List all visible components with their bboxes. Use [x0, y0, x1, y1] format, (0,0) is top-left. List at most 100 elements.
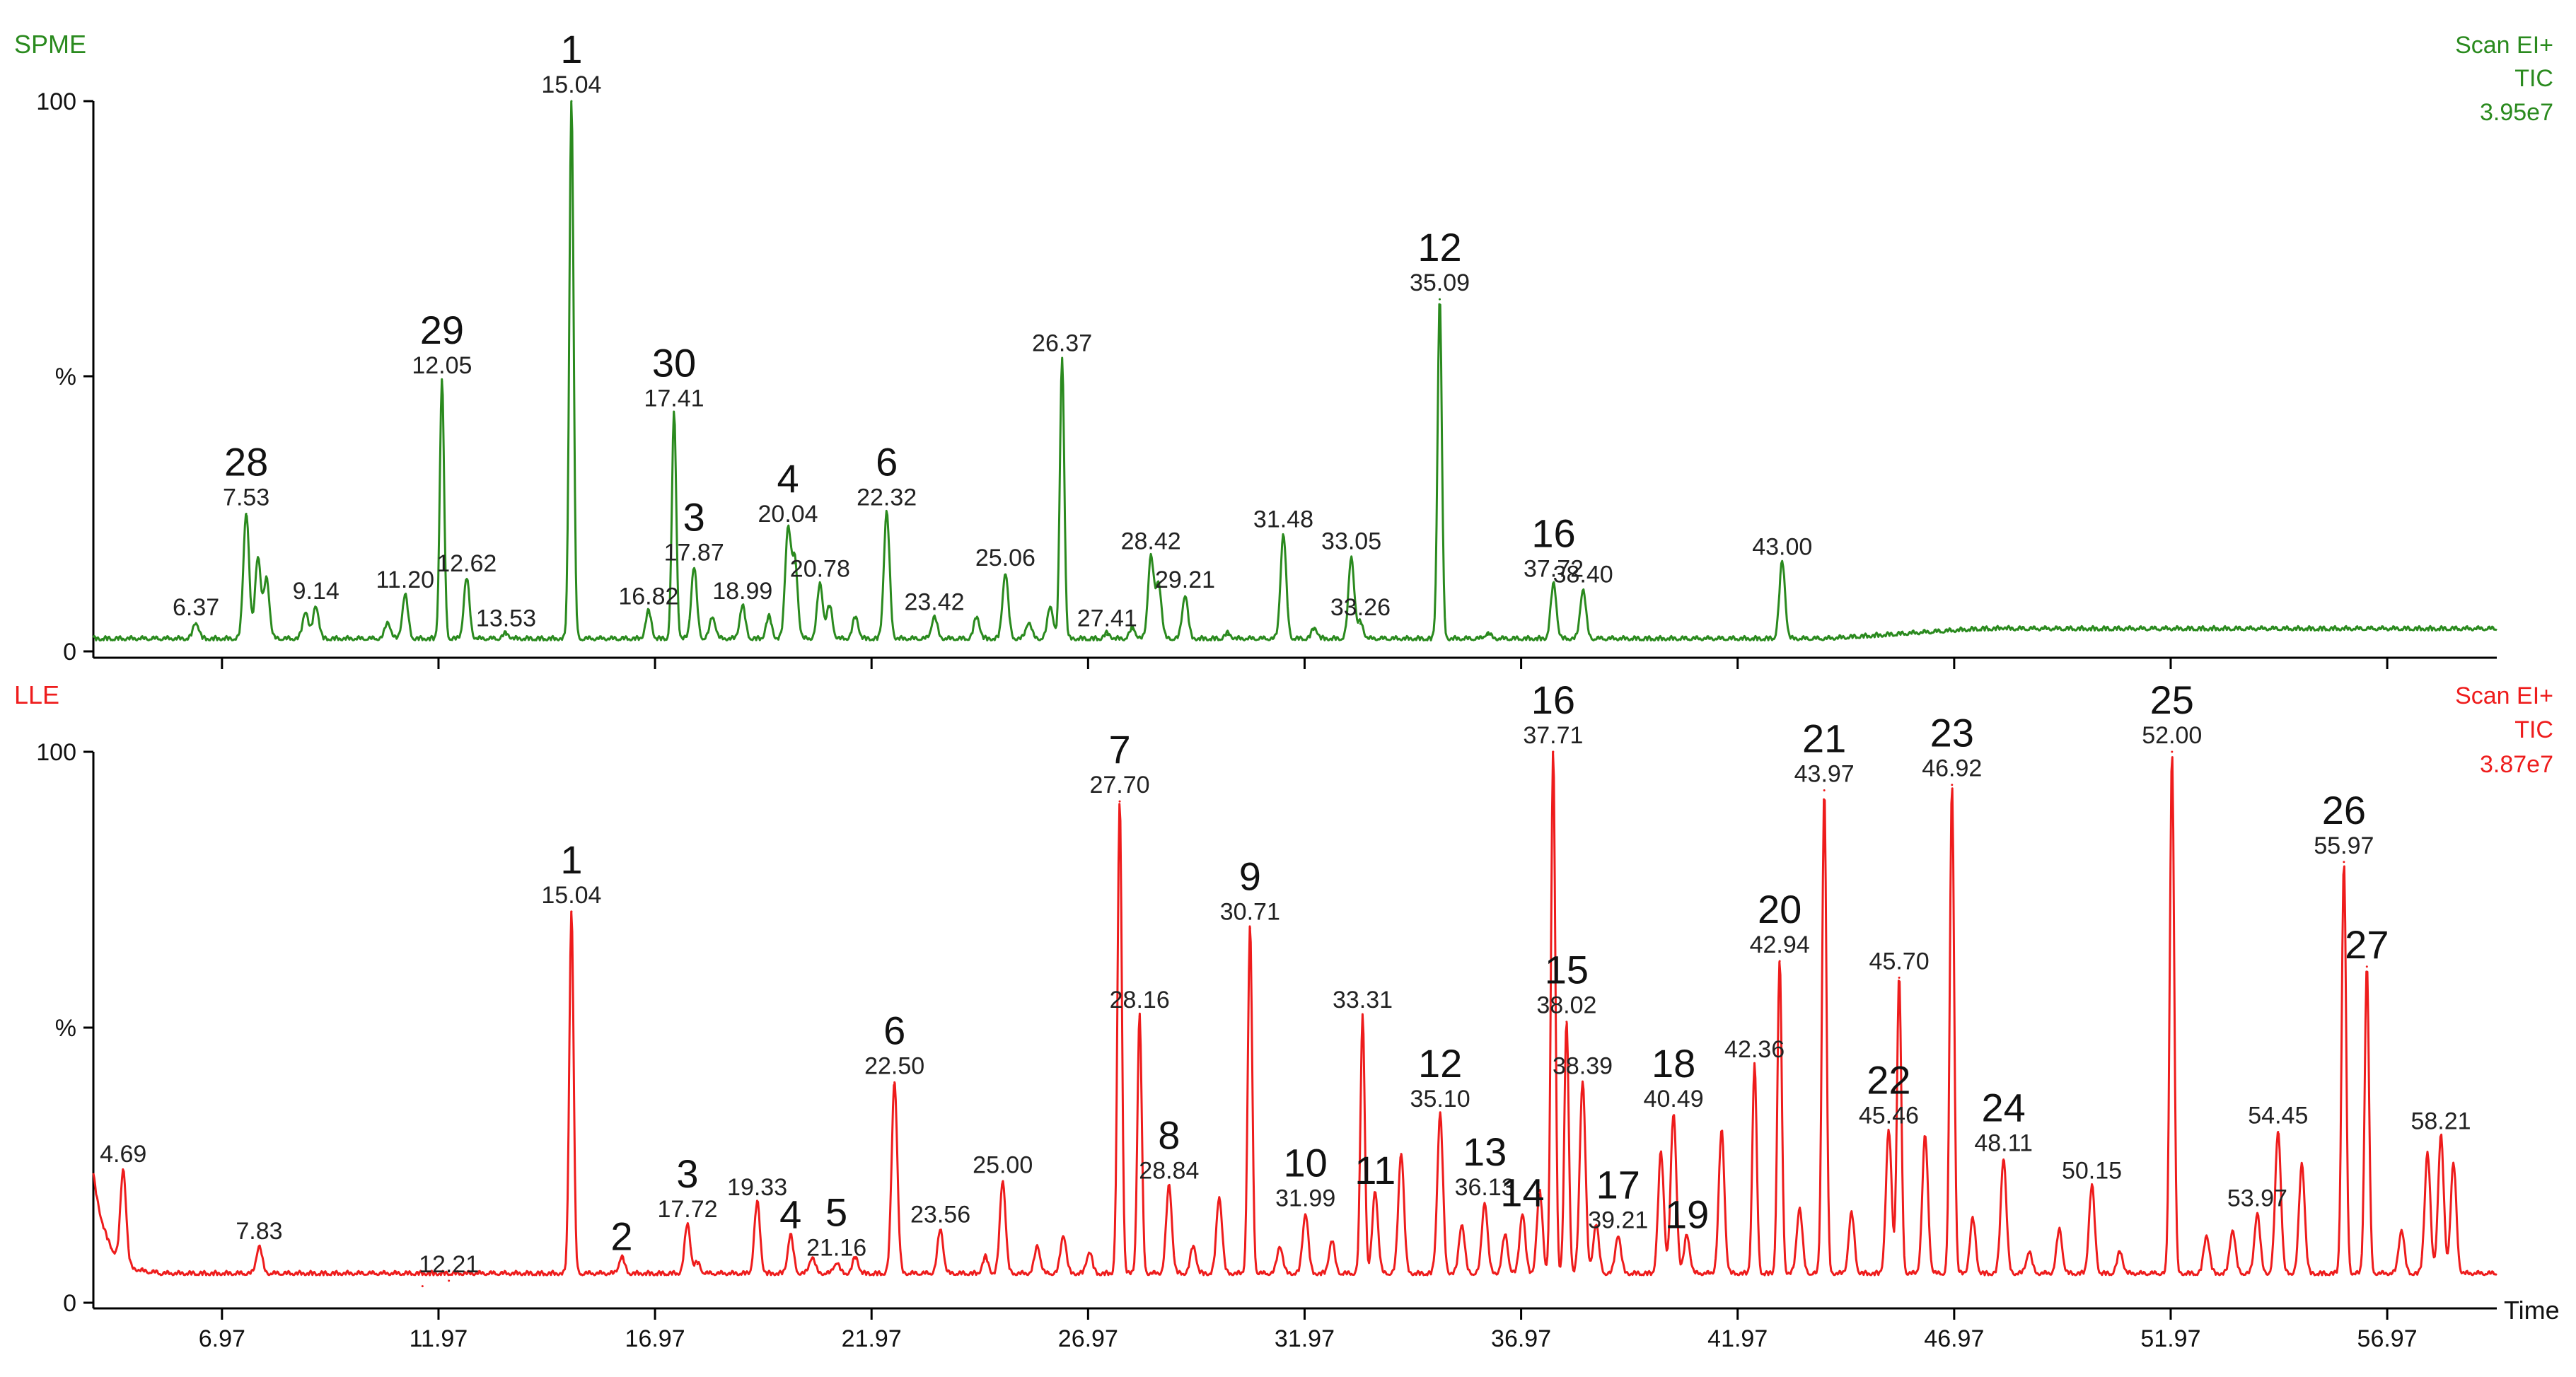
peak-lle-57: [2002, 1158, 2005, 1161]
peak-lle-42: [1617, 1236, 1620, 1238]
rt-label-spme-10: 13.53: [476, 605, 536, 632]
peak-lle-64: [2232, 1230, 2234, 1233]
compound-number-spme-23: 6: [876, 440, 898, 484]
spme-panel: SPME Scan EI+ TIC 3.95e7 100 % 0 6.37 7.5…: [14, 27, 2553, 669]
peak-spme-10: [504, 634, 507, 637]
rt-label-spme-30: 27.41: [1077, 605, 1137, 632]
peak-spme-17: [767, 617, 770, 620]
rt-label-spme-42: 37.72: [1524, 556, 1584, 583]
y-label-0-spme: 0: [63, 639, 76, 666]
rt-label-lle-52: 45.46: [1859, 1103, 1919, 1129]
compound-number-lle-20: 7: [1108, 727, 1130, 772]
peak-spme-27: [1027, 622, 1030, 625]
peak-spme-28: [1049, 606, 1052, 609]
peak-lle-66: [2277, 1131, 2280, 1134]
peak-lle-63: [2205, 1236, 2208, 1238]
x-tick-label-0: 6.97: [199, 1325, 245, 1352]
compound-number-lle-32: 12: [1418, 1041, 1462, 1086]
peak-lle-65: [2256, 1213, 2258, 1216]
peak-lle-22: [1168, 1185, 1171, 1188]
peak-spme-45: [2002, 628, 2004, 631]
rt-label-spme-26: 25.06: [975, 545, 1035, 571]
peak-lle-31: [1400, 1153, 1403, 1156]
x-tick-label-8: 46.97: [1924, 1325, 1984, 1352]
compound-number-lle-44: 18: [1652, 1041, 1695, 1086]
rt-label-spme-40: 35.09: [1410, 269, 1470, 296]
rt-label-spme-38: 33.05: [1321, 528, 1381, 555]
compound-number-spme-8: 29: [420, 308, 464, 352]
max-intensity-spme: 3.95e7: [2480, 99, 2553, 126]
compound-number-lle-39: 15: [1545, 948, 1589, 992]
peak-lle-12: [854, 1257, 857, 1260]
rt-label-lle-32: 35.10: [1410, 1086, 1470, 1112]
peak-lle-30: [1374, 1191, 1376, 1194]
rt-label-lle-3: 12.21: [419, 1251, 479, 1278]
compound-number-lle-22: 8: [1158, 1112, 1180, 1157]
lle-panel: LLE Scan EI+ TIC 3.87e7 100 % 0 6.97 11.9…: [14, 678, 2560, 1352]
compound-number-lle-25: 9: [1239, 854, 1261, 898]
scan-mode-lle: Scan EI+: [2455, 682, 2553, 709]
peak-spme-6: [386, 622, 389, 625]
rt-label-spme-11: 15.04: [541, 71, 601, 98]
y-label-0-lle: 0: [63, 1290, 76, 1317]
peak-spme-29: [1061, 359, 1064, 361]
compound-number-lle-68: 26: [2322, 788, 2366, 832]
peak-lle-21: [1138, 1015, 1141, 1018]
x-tick-label-1: 11.97: [410, 1325, 468, 1352]
rt-label-spme-23: 22.32: [857, 484, 917, 511]
peak-spme-7: [404, 595, 407, 598]
rt-label-lle-62: 52.00: [2142, 722, 2202, 749]
peak-lle-11: [835, 1262, 838, 1265]
peak-spme-22: [854, 617, 857, 620]
rt-label-spme-34: 29.21: [1155, 567, 1215, 593]
signal-type-spme: TIC: [2514, 65, 2553, 92]
rt-label-spme-16: 18.99: [712, 578, 772, 605]
rt-label-spme-13: 17.41: [644, 385, 704, 412]
peak-lle-60: [2091, 1185, 2094, 1188]
compound-number-spme-14: 3: [683, 494, 705, 539]
rt-label-lle-48: 42.94: [1750, 931, 1810, 958]
y-label-percent-lle: %: [55, 1015, 76, 1042]
peak-spme-38: [1350, 557, 1353, 559]
rt-label-spme-5: 9.14: [293, 578, 340, 605]
rt-label-lle-27: 31.99: [1275, 1185, 1335, 1212]
x-axis-title: Time: [2504, 1296, 2560, 1325]
peak-lle-44: [1672, 1114, 1675, 1117]
peak-lle-6: [686, 1224, 689, 1227]
compound-number-spme-18: 4: [777, 456, 799, 501]
rt-label-lle-16: 25.00: [973, 1152, 1033, 1179]
peak-spme-4: [304, 612, 307, 615]
peak-spme-13: [673, 413, 675, 416]
rt-label-lle-55: 46.92: [1922, 755, 1982, 782]
compound-number-lle-34: 13: [1463, 1129, 1507, 1174]
peak-lle-3: [448, 1279, 451, 1282]
peak-lle-50: [1823, 789, 1826, 792]
rt-label-spme-14: 17.87: [664, 539, 724, 566]
peak-lle-26: [1279, 1246, 1282, 1249]
rt-label-lle-42: 39.21: [1588, 1207, 1648, 1234]
peak-lle-73: [2452, 1163, 2455, 1166]
x-tick-label-6: 36.97: [1491, 1325, 1551, 1352]
peak-lle-72: [2439, 1136, 2442, 1139]
x-tick-label-7: 41.97: [1707, 1325, 1768, 1352]
peak-lle-14: [939, 1230, 942, 1233]
y-label-100-lle: 100: [36, 739, 76, 766]
peak-spme-11: [570, 100, 573, 103]
compound-number-lle-62: 25: [2150, 678, 2194, 722]
y-label-percent-spme: %: [55, 364, 76, 390]
rt-label-lle-66: 54.45: [2248, 1103, 2308, 1129]
peak-spme-8: [441, 380, 443, 383]
compound-number-spme-13: 30: [652, 340, 696, 385]
peak-lle-5: [620, 1257, 623, 1260]
x-tick-label-10: 56.97: [2357, 1325, 2418, 1352]
peak-lle-58: [2028, 1252, 2031, 1255]
peak-spme-32: [1149, 557, 1152, 559]
peak-lle-4: [570, 910, 573, 913]
peak-lle-39: [1565, 1021, 1568, 1023]
peak-lle-51: [1850, 1213, 1853, 1216]
peak-lle-53: [1898, 976, 1901, 979]
rt-label-lle-1: 7.83: [236, 1218, 282, 1245]
peak-lle-46: [1720, 1131, 1723, 1134]
peak-lle-0: [122, 1169, 124, 1172]
